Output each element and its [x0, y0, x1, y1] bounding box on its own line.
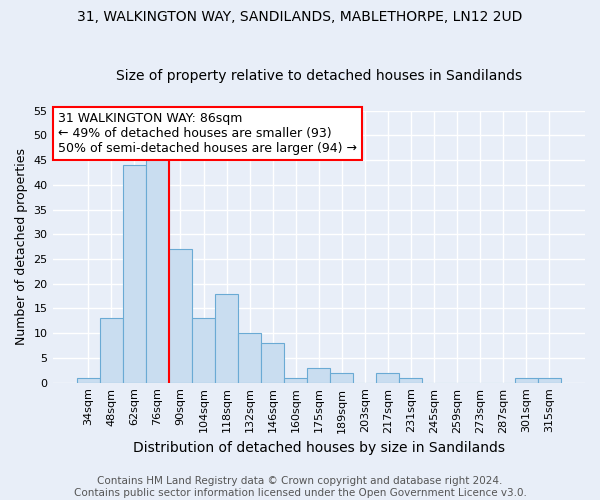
Bar — [261, 343, 284, 382]
Bar — [330, 373, 353, 382]
Bar — [192, 318, 215, 382]
Bar — [538, 378, 561, 382]
Text: 31 WALKINGTON WAY: 86sqm
← 49% of detached houses are smaller (93)
50% of semi-d: 31 WALKINGTON WAY: 86sqm ← 49% of detach… — [58, 112, 357, 155]
Bar — [215, 294, 238, 382]
Bar — [146, 155, 169, 382]
Bar — [376, 373, 400, 382]
Text: Contains HM Land Registry data © Crown copyright and database right 2024.
Contai: Contains HM Land Registry data © Crown c… — [74, 476, 526, 498]
Y-axis label: Number of detached properties: Number of detached properties — [15, 148, 28, 345]
X-axis label: Distribution of detached houses by size in Sandilands: Distribution of detached houses by size … — [133, 441, 505, 455]
Bar — [77, 378, 100, 382]
Text: 31, WALKINGTON WAY, SANDILANDS, MABLETHORPE, LN12 2UD: 31, WALKINGTON WAY, SANDILANDS, MABLETHO… — [77, 10, 523, 24]
Bar — [400, 378, 422, 382]
Bar — [515, 378, 538, 382]
Bar — [123, 165, 146, 382]
Bar — [100, 318, 123, 382]
Bar — [169, 249, 192, 382]
Bar — [238, 333, 261, 382]
Bar — [307, 368, 330, 382]
Bar — [284, 378, 307, 382]
Title: Size of property relative to detached houses in Sandilands: Size of property relative to detached ho… — [116, 69, 522, 83]
